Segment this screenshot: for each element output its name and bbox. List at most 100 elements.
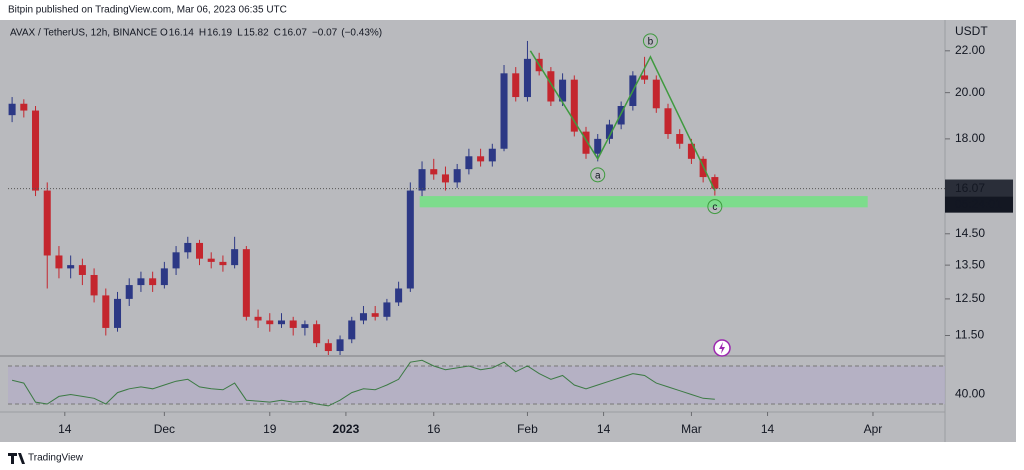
support-zone	[419, 196, 868, 208]
wave-label: a	[595, 170, 601, 181]
x-tick-label: 14	[597, 422, 611, 436]
candle-body	[687, 143, 695, 159]
y-tick-label: 18.00	[955, 131, 985, 145]
y-tick-label: 14.50	[955, 226, 985, 240]
ohlc-value: 16.19	[207, 28, 232, 39]
candle-body	[418, 169, 426, 191]
last-price-label: 16.07	[955, 181, 985, 195]
wave-label-circle	[642, 33, 658, 49]
candle-body	[67, 265, 75, 269]
x-tick-label: 14	[761, 422, 775, 436]
candle-body	[547, 71, 555, 102]
candle-body	[32, 110, 40, 191]
candle-body	[313, 324, 321, 344]
wave-line	[529, 50, 716, 191]
candle-body	[383, 302, 391, 317]
candle-body	[605, 124, 613, 139]
candle-body	[207, 258, 215, 262]
y-tick-label: 11.50	[955, 328, 984, 342]
ohlc-letter: L	[237, 28, 243, 39]
x-tick-label: 14	[58, 422, 72, 436]
price-unit: USDT	[955, 24, 988, 38]
y-tick-label: 40.00	[955, 387, 985, 401]
countdown: 05:24:01	[955, 197, 1002, 211]
candle-body	[160, 268, 168, 286]
candle-body	[242, 249, 250, 317]
candle-body	[137, 278, 145, 286]
candle-body	[441, 174, 449, 183]
x-tick-label: Apr	[864, 422, 883, 436]
candle-body	[277, 320, 286, 325]
candle-body	[570, 79, 578, 132]
candle-body	[254, 316, 262, 321]
candle-body	[559, 79, 567, 102]
candle-body	[641, 75, 649, 80]
candle-body	[582, 131, 590, 154]
x-tick-label: Dec	[154, 422, 175, 436]
x-tick-label: 2023	[333, 422, 360, 436]
candle-body	[395, 288, 403, 303]
candle-body	[430, 169, 438, 175]
band-fill	[8, 365, 945, 405]
ohlc-letter: C	[274, 28, 281, 39]
change-percent: (−0.43%)	[341, 28, 382, 39]
rsi-line	[11, 359, 715, 407]
candle-body	[617, 106, 625, 125]
candle-body	[406, 190, 414, 289]
candle-body	[348, 320, 356, 340]
ohlc-letter: H	[199, 28, 206, 39]
candle-body	[149, 278, 157, 286]
y-tick-label: 12.50	[955, 291, 985, 305]
candle-body	[594, 138, 602, 154]
candle-body	[371, 313, 379, 317]
wave-label: c	[712, 202, 717, 213]
candle-body	[711, 177, 719, 189]
ohlc-value: 15.82	[244, 28, 269, 39]
published-note: Bitpin published on TradingView.com, Mar…	[8, 5, 287, 16]
y-tick-label: 22.00	[955, 43, 985, 57]
candle-body	[465, 156, 473, 170]
candle-body	[20, 103, 28, 111]
candle-body	[477, 156, 485, 162]
candle-body	[664, 108, 672, 135]
brand-logo	[8, 453, 25, 464]
y-tick-label: 20.00	[955, 85, 985, 99]
x-tick-label: Feb	[517, 422, 538, 436]
wave-label-circle	[707, 199, 723, 215]
symbol: AVAX / TetherUS, 12h, BINANCE	[10, 28, 158, 39]
candle-body	[266, 320, 274, 325]
candle-body	[113, 298, 122, 328]
candle-body	[652, 79, 660, 109]
x-tick-label: Mar	[681, 422, 702, 436]
candle-body	[184, 242, 192, 253]
ohlc-value: 16.07	[282, 28, 307, 39]
last-price-tag	[945, 179, 1013, 197]
candle-body	[8, 103, 16, 116]
candle-body	[102, 295, 110, 328]
candle-body	[55, 255, 63, 269]
candle-body	[195, 242, 204, 259]
candle-body	[172, 252, 180, 269]
event-icon-bolt	[719, 342, 725, 354]
candle-body	[453, 169, 461, 183]
candle-body	[43, 190, 51, 256]
ohlc-value: 16.14	[169, 28, 194, 39]
candle-body	[324, 343, 332, 352]
candle-body	[231, 249, 239, 266]
candle-body	[500, 73, 508, 149]
y-tick-label: 13.50	[955, 257, 985, 271]
wave-label: b	[648, 36, 654, 47]
candle-body	[78, 265, 86, 275]
ohlc-letter: O	[160, 28, 168, 39]
candle-body	[523, 58, 531, 98]
candle-body	[488, 148, 496, 162]
x-tick-label: 19	[263, 422, 277, 436]
x-tick-label: 16	[427, 422, 441, 436]
brand: TradingView	[28, 453, 84, 464]
candle-body	[336, 339, 344, 352]
wave-label-circle	[590, 167, 606, 183]
candle-body	[289, 320, 297, 328]
candle-body	[90, 274, 98, 296]
candle-body	[219, 261, 227, 266]
